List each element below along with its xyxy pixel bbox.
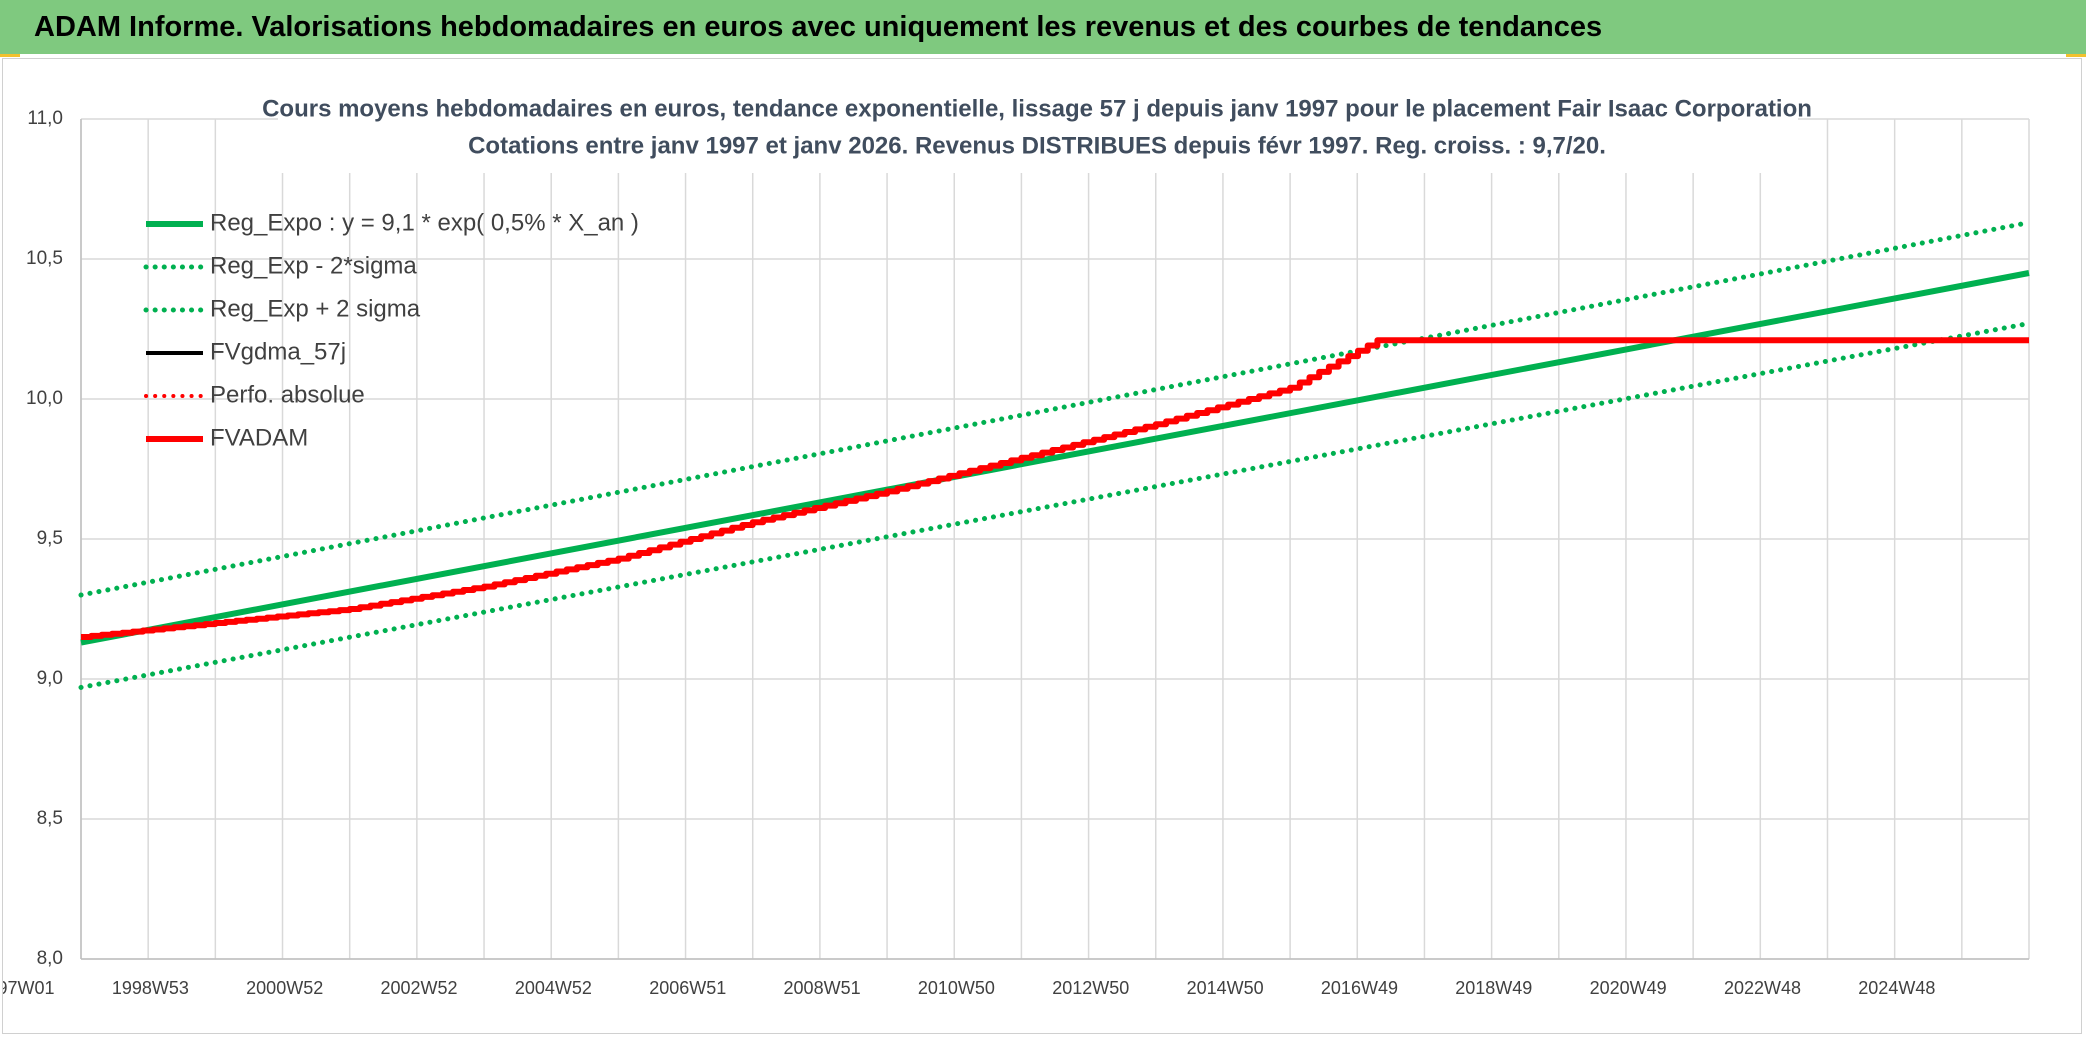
series-line-5 <box>81 337 2029 640</box>
x-tick-label: 1997W01 <box>3 978 55 998</box>
report-title: ADAM Informe. Valorisations hebdomadaire… <box>34 11 1603 43</box>
header-corner-right <box>2066 52 2086 57</box>
y-tick-label: 8,5 <box>37 808 63 829</box>
x-tick-label: 2004W52 <box>515 978 592 998</box>
x-tick-label: 1998W53 <box>112 978 189 998</box>
chart-subtitle: Cotations entre janv 1997 et janv 2026. … <box>468 132 1606 159</box>
x-tick-label: 2014W50 <box>1187 978 1264 998</box>
x-tick-label: 2012W50 <box>1052 978 1129 998</box>
x-tick-label: 2020W49 <box>1590 978 1667 998</box>
line-chart: Cours moyens hebdomadaires en euros, ten… <box>3 93 2032 998</box>
report-header: ADAM Informe. Valorisations hebdomadaire… <box>0 0 2086 54</box>
x-tick-label: 2000W52 <box>246 978 323 998</box>
y-tick-label: 9,5 <box>37 528 63 549</box>
legend-label: Reg_Exp - 2*sigma <box>210 252 417 279</box>
x-axis-ticks: 1997W01 1998W53 2000W52 2002W52 2004W52 2006W… <box>3 978 1935 998</box>
x-tick-label: 2008W51 <box>784 978 861 998</box>
series-lines <box>78 220 2032 690</box>
series-line-0 <box>80 270 2030 646</box>
legend-label: Reg_Exp + 2 sigma <box>210 295 421 322</box>
x-tick-label: 2016W49 <box>1321 978 1398 998</box>
series-line-2 <box>78 220 2032 598</box>
x-tick-label: 2024W48 <box>1858 978 1935 998</box>
x-tick-label: 2010W50 <box>918 978 995 998</box>
legend-label: Perfo. absolue <box>210 381 365 408</box>
legend-label: Reg_Expo : y = 9,1 * exp( 0,5% * X_an ) <box>210 209 639 236</box>
y-tick-label: 9,0 <box>37 668 63 689</box>
legend-label: FVADAM <box>210 424 308 451</box>
y-tick-label: 8,0 <box>37 948 63 969</box>
x-tick-label: 2006W51 <box>649 978 726 998</box>
axes <box>80 119 2029 960</box>
legend-label: FVgdma_57j <box>210 338 346 365</box>
legend: Reg_Expo : y = 9,1 * exp( 0,5% * X_an ) R… <box>143 209 639 451</box>
x-tick-label: 2002W52 <box>381 978 458 998</box>
header-corner-left <box>0 52 20 57</box>
y-tick-label: 11,0 <box>27 108 63 129</box>
x-tick-label: 2022W48 <box>1724 978 1801 998</box>
chart-title: Cours moyens hebdomadaires en euros, ten… <box>262 95 1812 122</box>
y-tick-label: 10,5 <box>26 248 63 269</box>
y-tick-label: 10,0 <box>26 388 63 409</box>
y-axis-ticks: 8,0 8,5 9,0 9,5 10,0 10,5 11,0 <box>26 108 63 969</box>
x-tick-label: 2018W49 <box>1455 978 1532 998</box>
title-background <box>278 93 1798 173</box>
chart-container: Cours moyens hebdomadaires en euros, ten… <box>2 58 2082 1034</box>
grid-lines <box>80 118 2030 960</box>
series-line-1 <box>78 320 2032 690</box>
